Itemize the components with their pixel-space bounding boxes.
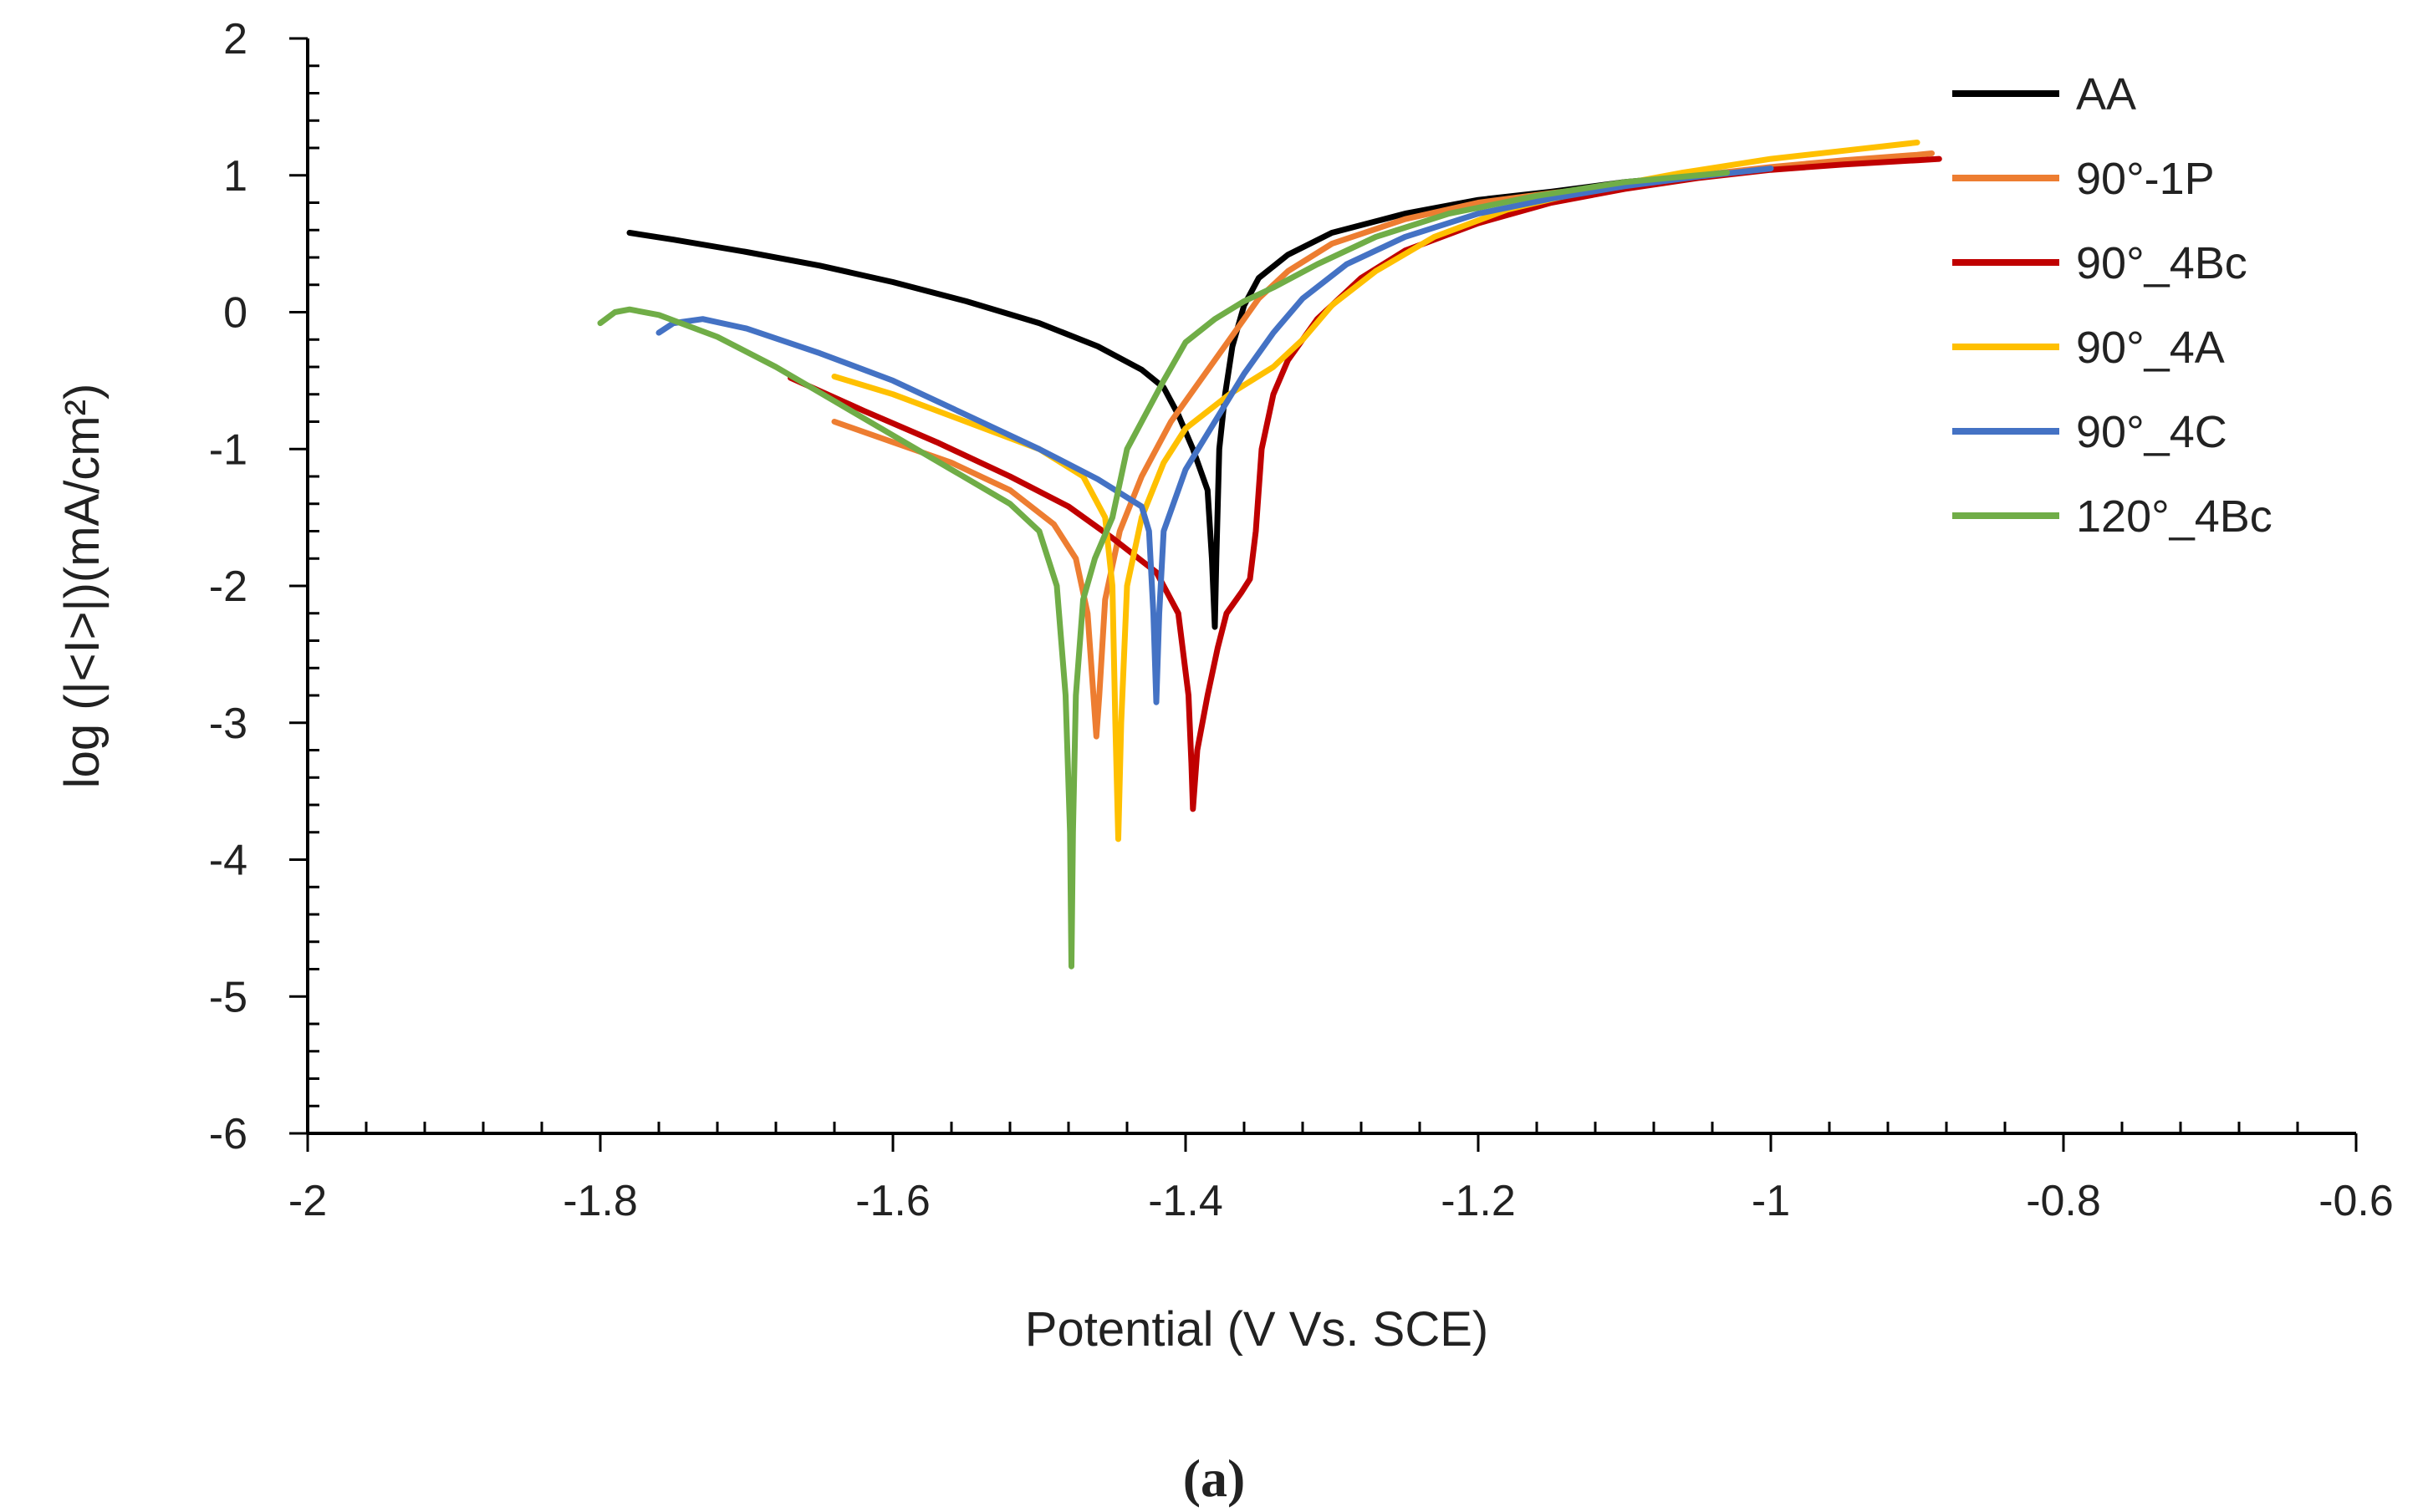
- y-tick-label: -3: [209, 700, 247, 748]
- x-tick-label: -0.6: [2318, 1177, 2394, 1225]
- y-axis-title: log (|<I>|)(mA/cm²): [55, 384, 110, 789]
- series-line-5: [597, 170, 1730, 970]
- series-line-4: [655, 165, 1774, 705]
- x-tick-label: -2: [288, 1177, 327, 1225]
- y-tick-label: -6: [209, 1110, 247, 1158]
- x-tick-label: -1.2: [1441, 1177, 1516, 1225]
- legend: AA 90°-1P 90°_4Bc 90°_4A 90°_4C 120°_4Bc: [1952, 69, 2272, 542]
- y-tick-label: -4: [209, 837, 247, 885]
- legend-label: AA: [2076, 69, 2136, 120]
- legend-label: 90°-1P: [2076, 154, 2215, 204]
- series-line-0: [626, 172, 1701, 630]
- legend-label: 120°_4Bc: [2076, 491, 2272, 542]
- y-tick-labels: 2 1 0 -1 -2 -3 -4 -5 -6: [209, 15, 247, 1158]
- legend-label: 90°_4A: [2076, 323, 2225, 373]
- series-lines: [597, 140, 1942, 970]
- x-tick-label: -1.4: [1148, 1177, 1223, 1225]
- y-tick-label: 0: [223, 289, 247, 338]
- legend-label: 90°_4Bc: [2076, 238, 2247, 288]
- legend-label: 90°_4C: [2076, 407, 2227, 457]
- x-tick-label: -1.8: [563, 1177, 638, 1225]
- y-tick-label: 2: [223, 15, 247, 64]
- figure-caption: (a): [1183, 1448, 1246, 1508]
- axis-ticks: [289, 37, 2358, 1152]
- y-tick-label: 1: [223, 152, 247, 201]
- x-axis-title: Potential (V Vs. SCE): [1025, 1302, 1488, 1357]
- series-line-2: [788, 155, 1942, 812]
- x-tick-labels: -2 -1.8 -1.6 -1.4 -1.2 -1 -0.8 -0.6: [288, 1177, 2394, 1225]
- y-tick-label: -1: [209, 425, 247, 474]
- x-tick-label: -0.8: [2026, 1177, 2101, 1225]
- y-tick-label: -2: [209, 563, 247, 611]
- y-tick-label: -5: [209, 973, 247, 1021]
- x-tick-label: -1.6: [855, 1177, 931, 1225]
- x-tick-label: -1: [1752, 1177, 1790, 1225]
